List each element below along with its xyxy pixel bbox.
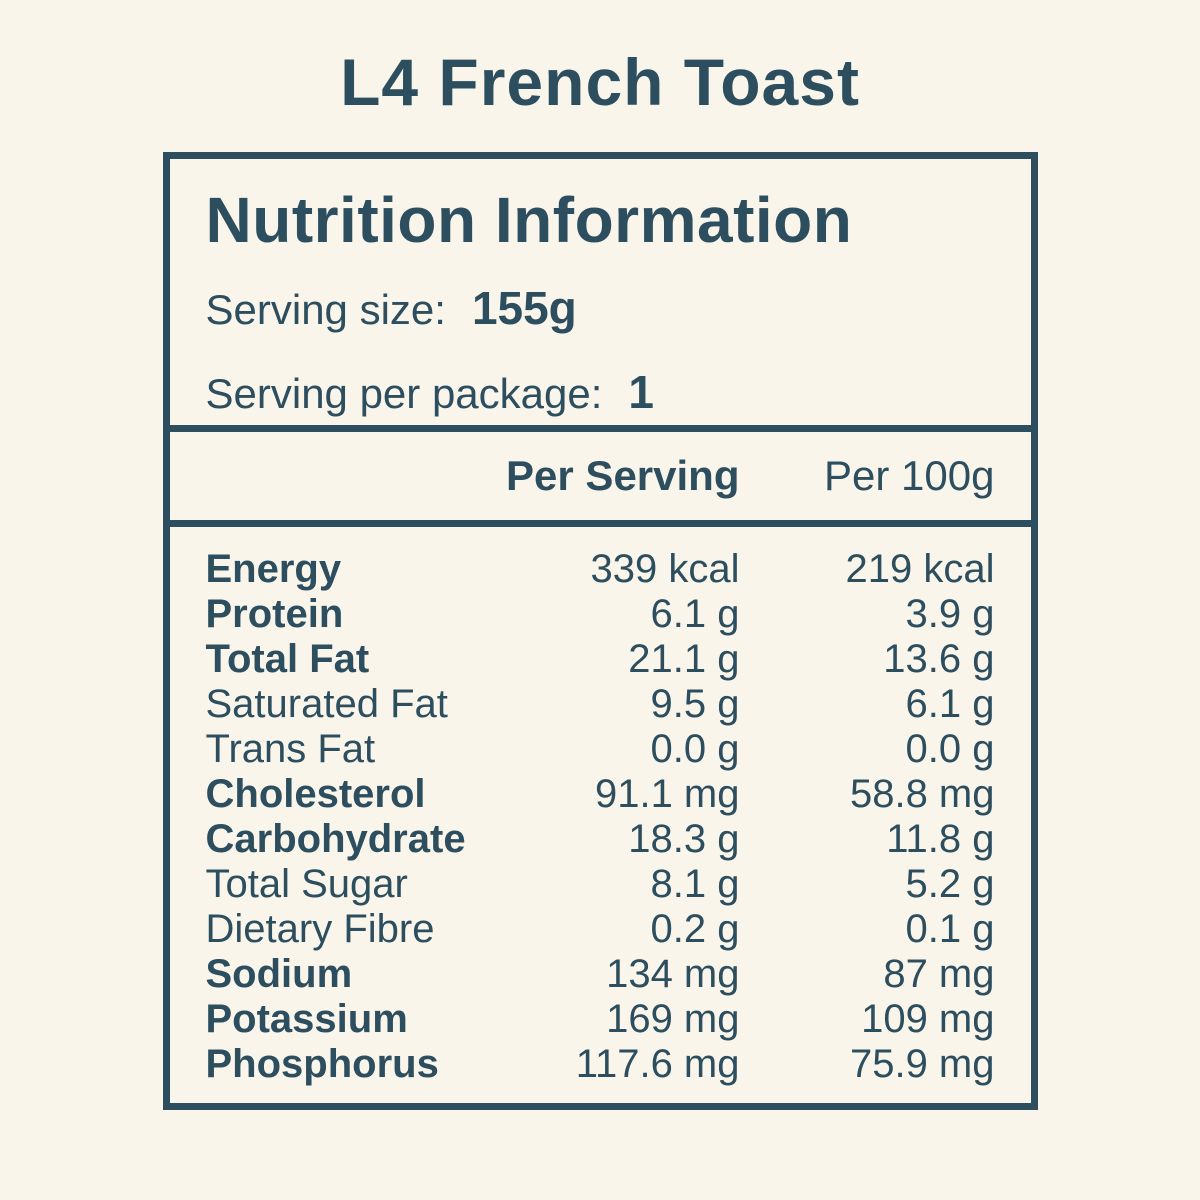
per-100g-value: 219 kcal [845,547,995,591]
per-100g-value: 109 mg [861,997,995,1041]
nutrient-name: Carbohydrate [205,817,466,861]
serving-per-package-label: Serving per package: [205,370,603,417]
per-100g-value: 0.1 g [905,907,995,951]
per-serving-value: 91.1 mg [594,772,740,816]
serving-per-package-row: Serving per package: 1 [206,365,995,419]
nutrient-name: Sodium [205,952,353,996]
nutrient-name: Saturated Fat [205,682,448,726]
table-row: Total Fat 21.1 g 13.6 g [206,637,995,682]
serving-per-package-value: 1 [628,366,655,418]
nutrient-table: Energy 339 kcal 219 kcal Protein 6.1 g 3… [170,527,1031,1103]
table-row: Dietary Fibre 0.2 g 0.1 g [206,907,995,952]
table-row: Protein 6.1 g 3.9 g [206,592,995,637]
nutrient-name: Energy [205,547,342,591]
table-row: Total Sugar 8.1 g 5.2 g [206,862,995,907]
table-row: Cholesterol 91.1 mg 58.8 mg [206,772,995,817]
per-serving-column-header: Per Serving [506,452,740,499]
per-serving-value: 21.1 g [628,637,740,681]
table-row: Saturated Fat 9.5 g 6.1 g [206,682,995,727]
per-serving-value: 18.3 g [628,817,740,861]
per-serving-value: 0.0 g [650,727,740,771]
per-serving-value: 117.6 mg [575,1042,740,1086]
serving-size-row: Serving size: 155g [206,281,995,335]
per-serving-value: 9.5 g [650,682,740,726]
table-row: Sodium 134 mg 87 mg [206,952,995,997]
per-100g-value: 6.1 g [905,682,995,726]
nutrient-name: Dietary Fibre [205,907,435,951]
nutrient-name: Protein [205,592,344,636]
nutrition-label-box: Nutrition Information Serving size: 155g… [162,152,1038,1110]
per-100g-value: 5.2 g [905,862,995,906]
table-row: Potassium 169 mg 109 mg [206,997,995,1042]
per-100g-value: 11.8 g [886,817,995,861]
per-serving-value: 134 mg [606,952,740,996]
per-100g-value: 75.9 mg [849,1042,995,1086]
serving-size-value: 155g [471,282,577,334]
label-info-section: Nutrition Information Serving size: 155g… [170,159,1031,425]
per-serving-value: 169 mg [606,997,740,1041]
per-100g-column-header: Per 100g [824,452,995,499]
column-header-row: Per Serving Per 100g [206,432,995,520]
per-serving-value: 8.1 g [650,862,740,906]
nutrient-name: Total Fat [205,637,370,681]
table-row: Carbohydrate 18.3 g 11.8 g [206,817,995,862]
serving-size-label: Serving size: [205,286,446,333]
per-100g-value: 58.8 mg [849,772,995,816]
nutrient-name: Potassium [205,997,408,1041]
nutrient-name: Phosphorus [205,1042,439,1086]
per-100g-value: 0.0 g [905,727,995,771]
column-header-section: Per Serving Per 100g [169,425,1031,527]
per-serving-value: 6.1 g [650,592,740,636]
per-serving-value: 0.2 g [650,907,740,951]
table-row: Trans Fat 0.0 g 0.0 g [206,727,995,772]
nutrition-heading: Nutrition Information [205,184,853,256]
table-row: Energy 339 kcal 219 kcal [206,547,995,592]
nutrient-name: Total Sugar [205,862,408,906]
nutrient-name: Trans Fat [205,727,376,771]
page-title: L4 French Toast [340,45,860,119]
per-100g-value: 87 mg [883,952,995,996]
table-row: Phosphorus 117.6 mg 75.9 mg [206,1042,995,1087]
per-100g-value: 13.6 g [883,637,995,681]
per-100g-value: 3.9 g [905,592,995,636]
nutrient-name: Cholesterol [205,772,426,816]
per-serving-value: 339 kcal [590,547,740,591]
